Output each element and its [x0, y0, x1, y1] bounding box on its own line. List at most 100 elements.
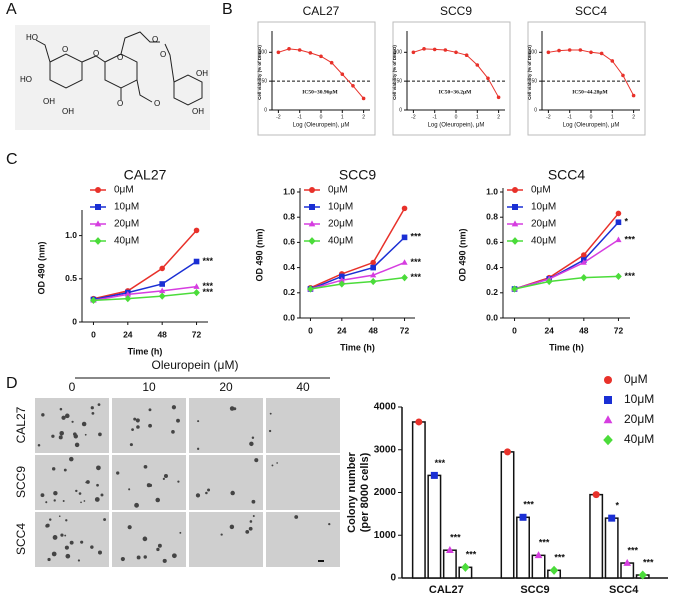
marker: [603, 415, 613, 424]
colony: [251, 499, 256, 504]
marker: [158, 292, 166, 300]
micrograph: [266, 455, 340, 510]
atom: O: [152, 35, 158, 44]
legend-label: 40μM: [531, 236, 556, 247]
marker: [549, 565, 559, 575]
marker: [603, 434, 613, 446]
atom: OH: [43, 97, 55, 106]
colony: [148, 408, 152, 412]
x-axis-label: Log (Oleuropein), μM: [563, 123, 620, 129]
colony: [90, 545, 94, 549]
legend-label: 40μM: [114, 236, 139, 247]
bar: [516, 516, 530, 579]
marker: [422, 47, 426, 51]
marker: [519, 513, 527, 521]
colony: [73, 434, 78, 439]
significance: ***: [435, 458, 446, 468]
marker: [599, 51, 604, 56]
marker: [546, 50, 551, 55]
colony: [195, 493, 201, 498]
significance: ***: [624, 234, 635, 244]
marker: [401, 205, 408, 212]
colony: [135, 418, 140, 423]
colony: [171, 553, 177, 559]
marker: [623, 558, 632, 566]
x-tick-label: -1: [432, 114, 437, 120]
marker: [369, 277, 377, 286]
panel-frame: [257, 21, 376, 136]
bar: [500, 451, 515, 579]
marker: [94, 220, 102, 227]
y-tick-label: 0: [72, 316, 77, 326]
colony: [90, 406, 94, 410]
marker: [638, 570, 647, 580]
colony: [64, 545, 69, 550]
series-line: [93, 260, 197, 301]
colony: [248, 526, 253, 531]
legend-label: 10μM: [328, 202, 353, 213]
marker: [446, 546, 454, 554]
y-tick-label: 0.2: [486, 287, 498, 297]
x-tick-label: 0: [512, 325, 517, 335]
bond: [164, 43, 175, 83]
colony: [136, 555, 141, 560]
colony: [271, 464, 274, 467]
colony: [157, 543, 162, 548]
legend-label: 0μM: [531, 185, 551, 196]
x-tick-label: 0: [455, 114, 458, 120]
micrograph: [112, 455, 186, 510]
x-tick-label: 2: [497, 114, 500, 120]
y-tick-label: 0: [390, 573, 396, 584]
legend-label: 0μM: [114, 185, 134, 196]
marker: [604, 396, 612, 404]
colony: [128, 488, 131, 491]
colony: [133, 417, 137, 421]
colony: [197, 420, 200, 423]
series-line: [93, 291, 197, 302]
x-tick-label: -2: [411, 114, 416, 120]
y-tick-label: 1.0: [283, 186, 295, 196]
marker: [308, 237, 316, 245]
x-tick-label: CAL27: [429, 584, 464, 596]
colony: [177, 480, 180, 483]
marker: [615, 236, 622, 243]
marker: [319, 54, 323, 59]
significance: ***: [450, 533, 461, 543]
marker: [351, 83, 355, 88]
marker: [512, 204, 518, 210]
colony: [53, 499, 56, 502]
marker: [615, 210, 622, 217]
panel-label: D: [6, 375, 18, 392]
colony: [249, 520, 253, 523]
y-axis-label: (per 8000 cells): [359, 452, 371, 532]
colony: [69, 540, 74, 545]
structure: [15, 25, 210, 130]
x-tick-label: 1: [611, 114, 614, 120]
marker: [411, 50, 416, 55]
x-tick-label: 24: [123, 329, 133, 339]
colony: [91, 411, 95, 415]
y-tick-label: 0: [399, 107, 402, 113]
bond: [35, 39, 51, 63]
micrograph: [189, 455, 263, 510]
micrograph: [189, 512, 263, 567]
significance: *: [624, 217, 628, 227]
marker: [124, 290, 131, 297]
bond: [120, 31, 160, 55]
x-axis-label: Time (h): [128, 346, 163, 356]
atom: O: [93, 49, 99, 58]
colony: [85, 481, 87, 484]
y-tick-label: 0.4: [283, 262, 295, 272]
colony: [74, 442, 80, 448]
colony: [65, 519, 68, 522]
marker: [308, 51, 313, 55]
bond: [136, 79, 153, 103]
colony: [220, 533, 223, 536]
colony: [49, 518, 52, 521]
marker: [610, 59, 615, 63]
colony: [252, 515, 255, 518]
marker: [504, 448, 512, 456]
x-axis-label: Time (h): [340, 342, 375, 352]
scale-bar: [318, 560, 324, 562]
colony: [245, 529, 250, 534]
